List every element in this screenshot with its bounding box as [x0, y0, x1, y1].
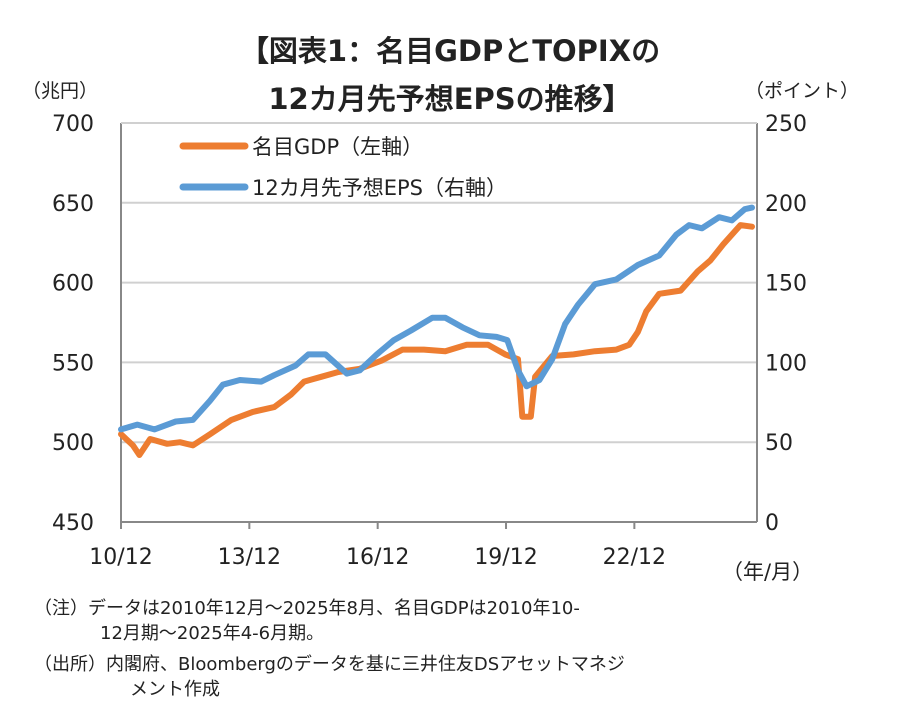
- note-line-2: 12月期～2025年4-6月期。: [100, 623, 325, 644]
- note-line-1: （注）データは2010年12月～2025年8月、名目GDPは2010年10-: [34, 598, 580, 619]
- y-right-tick-label: 50: [765, 431, 793, 456]
- y-left-tick-label: 550: [52, 351, 94, 376]
- y-left-tick-label: 700: [52, 112, 94, 137]
- y-right-tick-label: 200: [765, 192, 807, 217]
- x-tick-label: 13/12: [218, 545, 281, 570]
- y-right-axis-label: （ポイント）: [745, 80, 860, 102]
- x-axis-label: （年/月）: [722, 560, 814, 584]
- y-right-tick-label: 0: [765, 511, 779, 536]
- note-line-4: メント作成: [130, 679, 220, 700]
- y-left-tick-label: 650: [52, 192, 94, 217]
- series-line-nominal-gdp: [118, 222, 755, 458]
- legend-label: 名目GDP（左軸）: [252, 135, 423, 159]
- chart-title-line2: 12カ月先予想EPSの推移】: [268, 82, 632, 116]
- y-left-tick-label: 500: [52, 431, 94, 456]
- x-tick-label: 10/12: [89, 545, 152, 570]
- x-tick-label: 22/12: [603, 545, 666, 570]
- x-tick-label: 19/12: [474, 545, 537, 570]
- series-line-eps: [118, 204, 755, 433]
- chart-title-line1: 【図表1：名目GDPとTOPIXの: [239, 34, 661, 68]
- y-right-tick-label: 250: [765, 112, 807, 137]
- y-right-tick-label: 100: [765, 351, 807, 376]
- note-line-3: （出所）内閣府、Bloombergのデータを基に三井住友DSアセットマネジ: [34, 654, 625, 675]
- legend-label: 12カ月先予想EPS（右軸）: [252, 176, 507, 200]
- y-left-tick-label: 600: [52, 272, 94, 297]
- y-left-axis-label: （兆円）: [22, 80, 99, 102]
- y-right-tick-label: 150: [765, 272, 807, 297]
- y-left-tick-label: 450: [52, 511, 94, 536]
- x-tick-label: 16/12: [346, 545, 409, 570]
